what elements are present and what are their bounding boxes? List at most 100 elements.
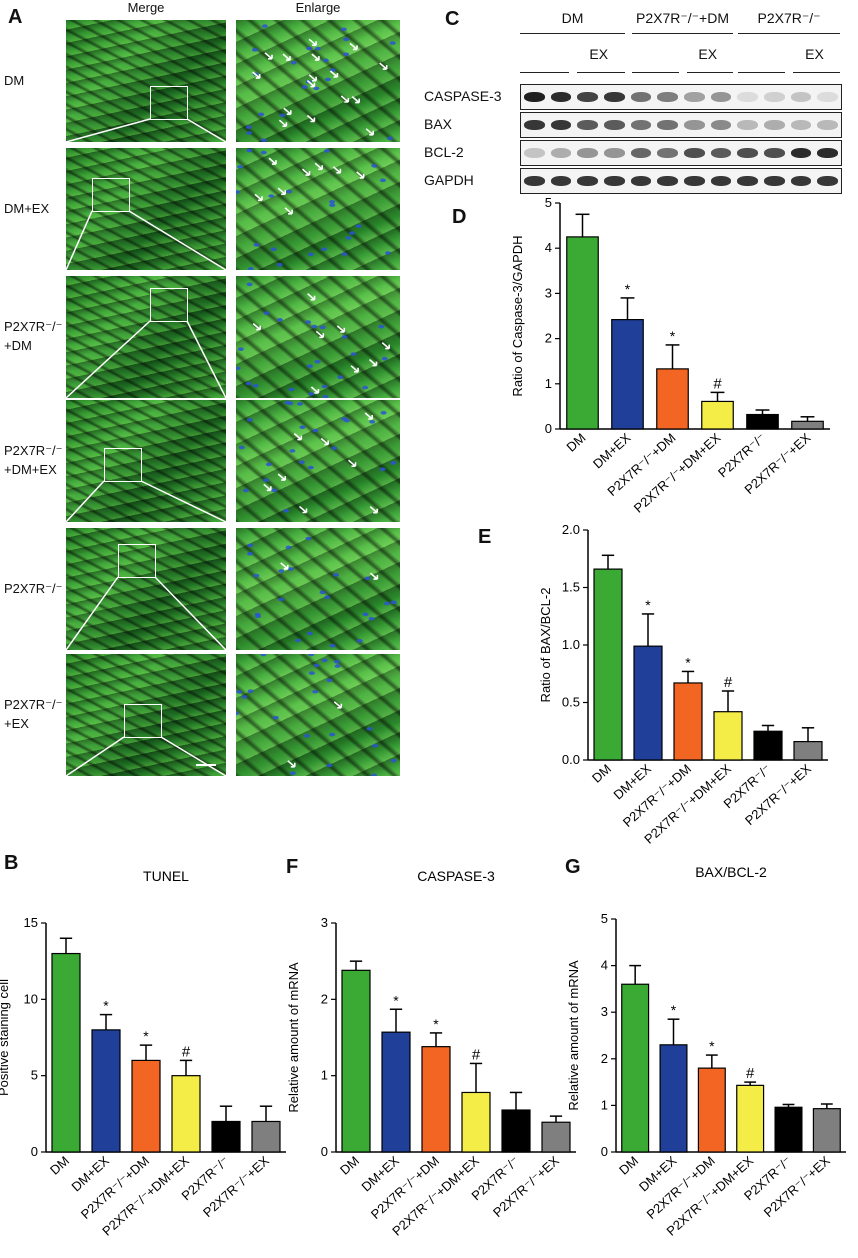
- blot-row-label: BAX: [424, 116, 453, 132]
- bar: [171, 1075, 201, 1153]
- y-tick-label: 1: [601, 1097, 608, 1112]
- blot-strip: [520, 140, 842, 166]
- bar: [381, 1031, 411, 1153]
- micrograph-row-label: DM: [4, 71, 24, 90]
- row-label-line: +DM+EX: [4, 462, 57, 477]
- panel-label-c: C: [445, 8, 460, 30]
- significance-mark: #: [746, 1065, 755, 1082]
- blot-band: [817, 92, 838, 102]
- row-label-line: +DM: [4, 338, 32, 353]
- y-tick-label: 5: [545, 195, 552, 210]
- blot-band: [550, 148, 572, 158]
- panel-label-e: E: [478, 526, 492, 548]
- blot-band: [737, 92, 758, 102]
- significance-mark: #: [713, 375, 722, 392]
- y-tick-label: 2: [545, 331, 552, 346]
- column-header-merge: Merge: [127, 0, 165, 15]
- bar: [341, 969, 371, 1153]
- y-tick-label: 0.0: [562, 752, 580, 767]
- x-tick-label: DM: [47, 1153, 72, 1178]
- blot-subgroup-line: [520, 72, 569, 73]
- blot-band: [790, 120, 812, 130]
- blot-subgroup-line: [738, 72, 785, 73]
- blot-band: [524, 92, 545, 102]
- x-tick-label: P2X7R⁻/⁻+DM: [620, 761, 694, 830]
- blot-band: [524, 176, 545, 186]
- x-tick-label: DM: [563, 430, 588, 455]
- bar: [251, 1120, 281, 1153]
- y-tick-label: 10: [24, 991, 38, 1006]
- blot-band: [684, 176, 705, 186]
- blot-row-label: CASPASE-3: [424, 88, 502, 104]
- blot-band: [657, 176, 678, 186]
- y-tick-label: 3: [601, 1004, 608, 1019]
- x-tick-label: DM: [589, 761, 614, 786]
- blot-band: [764, 120, 785, 130]
- bar: [746, 413, 779, 430]
- chart-g: 0 1 2 3 4 5 Relative amount of mRNA BAX/BCL-2 DM…: [566, 864, 846, 1239]
- row-label-line: P2X7R⁻/⁻: [4, 443, 63, 458]
- significance-mark: *: [143, 1028, 149, 1044]
- y-tick-label: 1: [321, 1068, 328, 1083]
- blot-band: [737, 148, 758, 158]
- y-axis-label: Relative amount of mRNA: [566, 960, 581, 1111]
- zoom-region-box: [118, 544, 156, 578]
- y-tick-label: 4: [545, 240, 552, 255]
- bar: [701, 400, 734, 430]
- y-tick-label: 15: [24, 915, 38, 930]
- blot-band: [550, 176, 572, 186]
- chart-title: CASPASE-3: [417, 868, 495, 884]
- blot-band: [630, 148, 652, 158]
- bar: [461, 1091, 491, 1153]
- blot-band: [817, 176, 838, 186]
- chart-title: BAX/BCL-2: [695, 864, 767, 880]
- enlarged-micrograph: [236, 20, 400, 142]
- enlarged-micrograph: [236, 528, 400, 650]
- blot-band: [764, 92, 785, 102]
- row-label-line: DM: [4, 73, 25, 88]
- bar: [713, 711, 743, 761]
- bar: [673, 682, 703, 761]
- blot-band: [710, 120, 732, 130]
- blot-band: [790, 92, 812, 102]
- blot-band: [550, 120, 572, 130]
- blot-band: [657, 148, 678, 158]
- y-axis-label: Relative amount of mRNA: [286, 962, 301, 1113]
- blot-band: [710, 148, 732, 158]
- blot-band: [604, 120, 625, 130]
- y-tick-label: 0: [31, 1144, 38, 1159]
- enlarged-micrograph: [236, 148, 400, 270]
- blot-strip: [520, 84, 842, 110]
- significance-mark: #: [724, 674, 733, 691]
- y-tick-label: 2.0: [562, 522, 580, 537]
- blot-ex-label: EX: [698, 46, 718, 62]
- x-tick-label: P2X7R⁻/⁻+DM+EX: [631, 430, 724, 516]
- bar: [566, 236, 599, 430]
- blot-band: [684, 148, 705, 158]
- panel-label-d: D: [452, 206, 467, 228]
- blot-band: [764, 148, 785, 158]
- micrograph-row-label: P2X7R⁻/⁻ +DM: [4, 317, 63, 355]
- micrograph-row-label: P2X7R⁻/⁻ +EX: [4, 695, 63, 733]
- x-tick-label: DM+EX: [590, 430, 634, 472]
- blot-band: [710, 92, 732, 102]
- significance-mark: #: [182, 1043, 191, 1060]
- blot-band: [577, 176, 598, 186]
- blot-ex-label: EX: [589, 46, 609, 62]
- blot-group-line: [632, 33, 733, 34]
- chart-d: 0 1 2 3 4 5 Ratio of Caspase-3/GAPDH DM * DM+EX * P…: [510, 195, 830, 516]
- y-tick-label: 0.5: [562, 695, 580, 710]
- bar: [659, 1044, 688, 1153]
- blot-band: [790, 176, 812, 186]
- significance-mark: *: [670, 328, 676, 344]
- blot-band: [577, 92, 598, 102]
- blot-strip: [520, 168, 842, 194]
- bar: [633, 645, 663, 761]
- blot-subgroup-line: [632, 72, 679, 73]
- blot-band: [604, 92, 625, 102]
- blot-band: [790, 148, 812, 158]
- blot-row-label: BCL-2: [424, 144, 464, 160]
- bar: [211, 1120, 241, 1153]
- zoom-region-box: [104, 448, 142, 482]
